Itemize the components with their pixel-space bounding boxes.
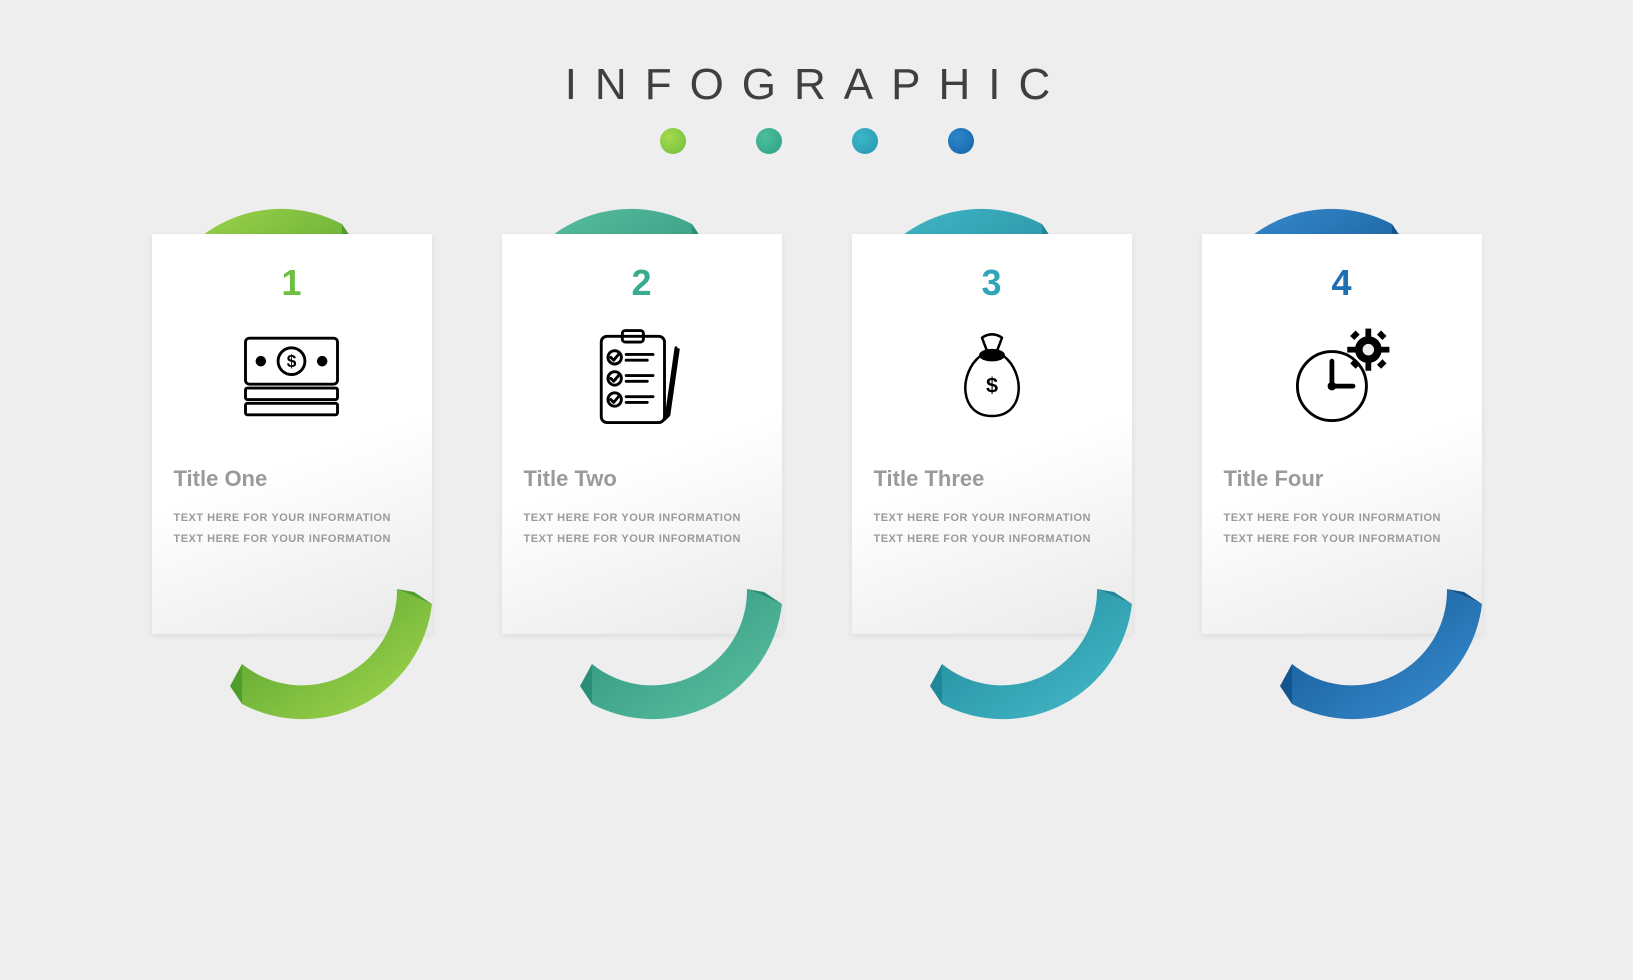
card-title-3: Title Three [874, 466, 985, 492]
card-text-1-line2: TEXT HERE FOR YOUR INFORMATION [174, 529, 392, 550]
card-number-4: 4 [1331, 262, 1351, 304]
card-text-3-line2: TEXT HERE FOR YOUR INFORMATION [874, 529, 1092, 550]
svg-text:$: $ [287, 350, 297, 370]
clock-gear-icon [1282, 316, 1402, 436]
card-number-3: 3 [981, 262, 1001, 304]
card-text-1: TEXT HERE FOR YOUR INFORMATION TEXT HERE… [174, 508, 392, 550]
dot-1 [660, 128, 686, 154]
card-text-1-line1: TEXT HERE FOR YOUR INFORMATION [174, 508, 392, 529]
card-text-4: TEXT HERE FOR YOUR INFORMATION TEXT HERE… [1224, 508, 1442, 550]
card-4: 4 [1202, 234, 1482, 694]
card-body-1: 1 $ Title One TEXT HERE FOR YOUR IN [152, 234, 432, 634]
card-1: 1 $ Title One TEXT HERE FOR YOUR IN [152, 234, 432, 694]
svg-text:$: $ [985, 373, 997, 398]
card-title-1: Title One [174, 466, 268, 492]
palette-dots [660, 128, 974, 154]
checklist-icon [582, 316, 702, 436]
money-stack-icon: $ [232, 316, 352, 436]
dot-2 [756, 128, 782, 154]
card-text-4-line2: TEXT HERE FOR YOUR INFORMATION [1224, 529, 1442, 550]
card-text-4-line1: TEXT HERE FOR YOUR INFORMATION [1224, 508, 1442, 529]
card-text-2: TEXT HERE FOR YOUR INFORMATION TEXT HERE… [524, 508, 742, 550]
card-text-3: TEXT HERE FOR YOUR INFORMATION TEXT HERE… [874, 508, 1092, 550]
card-text-2-line1: TEXT HERE FOR YOUR INFORMATION [524, 508, 742, 529]
card-body-4: 4 [1202, 234, 1482, 634]
dot-4 [948, 128, 974, 154]
card-body-2: 2 Title Tw [502, 234, 782, 634]
card-number-2: 2 [631, 262, 651, 304]
card-text-2-line2: TEXT HERE FOR YOUR INFORMATION [524, 529, 742, 550]
card-number-1: 1 [281, 262, 301, 304]
money-bag-icon: $ [932, 316, 1052, 436]
cards-row: 1 $ Title One TEXT HERE FOR YOUR IN [0, 234, 1633, 694]
card-title-4: Title Four [1224, 466, 1324, 492]
card-3: 3 $ Title Three TEXT HERE FOR YOUR INFOR… [852, 234, 1132, 694]
page-title: INFOGRAPHIC [565, 60, 1069, 110]
card-body-3: 3 $ Title Three TEXT HERE FOR YOUR INFOR… [852, 234, 1132, 634]
dot-3 [852, 128, 878, 154]
card-title-2: Title Two [524, 466, 617, 492]
card-2: 2 Title Tw [502, 234, 782, 694]
card-text-3-line1: TEXT HERE FOR YOUR INFORMATION [874, 508, 1092, 529]
